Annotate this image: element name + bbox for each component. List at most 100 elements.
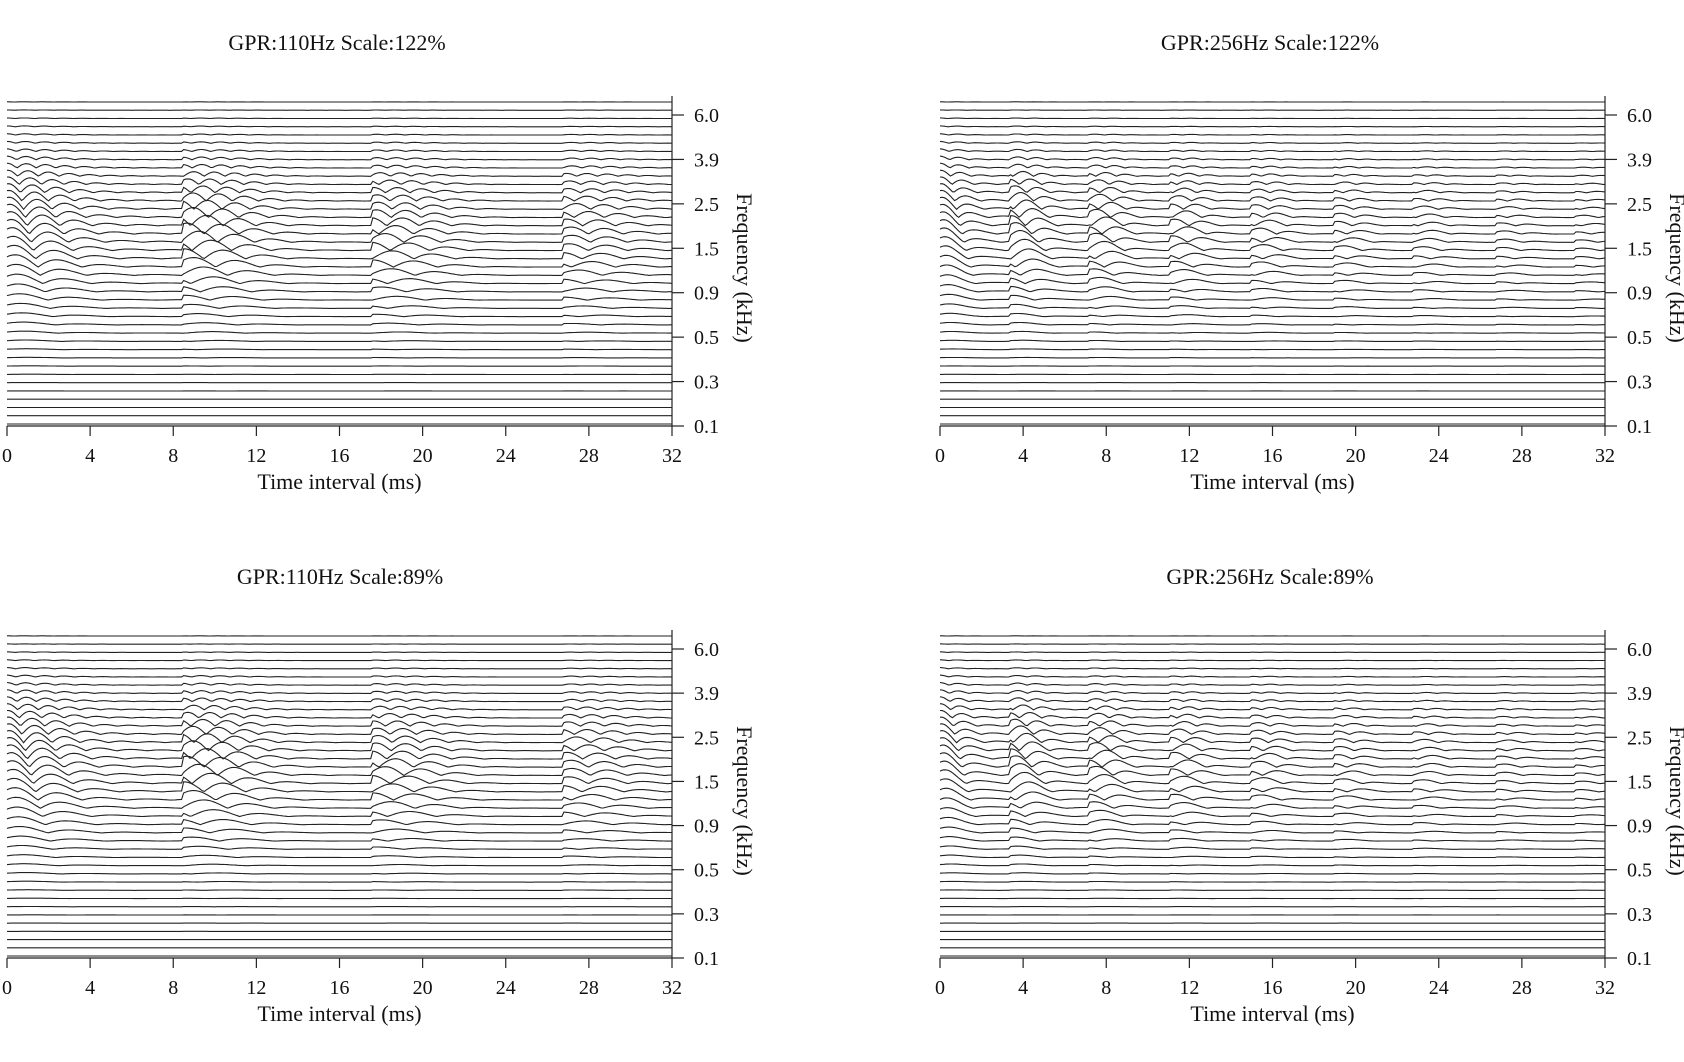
x-tick-label: 32 <box>662 977 682 999</box>
x-tick-label: 0 <box>2 445 12 467</box>
y-tick-label: 0.9 <box>1627 283 1652 305</box>
trace-line <box>939 730 1606 744</box>
trace-line <box>6 321 672 326</box>
y-tick-label: 0.9 <box>694 283 719 305</box>
trace-line <box>6 659 672 662</box>
trace-line <box>6 730 673 744</box>
trace-line <box>939 155 1606 161</box>
trace-line <box>6 880 672 883</box>
trace-line <box>6 283 672 293</box>
y-tick-label: 0.5 <box>694 327 719 349</box>
y-axis-title: Frequency (kHz) <box>1665 726 1684 876</box>
y-tick-label: 0.3 <box>1627 904 1652 926</box>
trace-line <box>6 117 672 120</box>
x-tick-label: 4 <box>85 445 95 467</box>
trace-line <box>939 356 1605 359</box>
trace-line <box>6 211 673 227</box>
y-tick-label: 0.3 <box>1627 372 1652 394</box>
trace-line <box>939 787 1606 801</box>
trace-line <box>939 681 1605 686</box>
trace-line <box>939 203 1606 219</box>
y-tick-label: 1.5 <box>694 771 719 793</box>
trace-line <box>939 836 1606 842</box>
y-axis-title: Frequency (kHz) <box>1665 193 1684 343</box>
trace-line <box>6 835 672 842</box>
trace-line <box>939 211 1606 227</box>
y-tick-label: 2.5 <box>1627 194 1652 216</box>
trace-line <box>939 797 1606 809</box>
x-axis-title: Time interval (ms) <box>257 1001 421 1026</box>
x-tick-label: 0 <box>935 445 945 467</box>
y-tick-label: 0.9 <box>694 816 719 838</box>
trace-line <box>939 689 1606 694</box>
trace-line <box>939 807 1606 818</box>
chart-title: GPR:110Hz Scale:89% <box>237 564 443 589</box>
x-tick-label: 4 <box>85 977 95 999</box>
x-tick-label: 24 <box>1429 977 1449 999</box>
x-tick-label: 24 <box>1429 445 1449 467</box>
y-tick-label: 6.0 <box>1627 639 1652 661</box>
y-tick-label: 0.1 <box>1627 416 1652 438</box>
x-tick-label: 16 <box>330 445 350 467</box>
x-tick-label: 8 <box>1101 977 1111 999</box>
x-tick-label: 32 <box>1595 445 1615 467</box>
y-tick-label: 3.9 <box>1627 683 1652 705</box>
trace-line <box>6 696 673 703</box>
y-tick-label: 6.0 <box>694 639 719 661</box>
trace-line <box>6 689 672 695</box>
y-tick-label: 0.5 <box>1627 327 1652 349</box>
trace-line <box>6 651 672 653</box>
trace-line <box>939 219 1605 235</box>
trace-line <box>6 125 672 128</box>
x-tick-label: 28 <box>579 977 599 999</box>
x-tick-label: 0 <box>935 977 945 999</box>
y-tick-label: 3.9 <box>1627 149 1652 171</box>
trace-line <box>939 125 1606 128</box>
y-tick-label: 0.5 <box>694 860 719 882</box>
trace-line <box>6 244 673 260</box>
y-tick-label: 0.1 <box>1627 948 1652 970</box>
trace-line <box>939 169 1606 177</box>
trace-line <box>6 155 672 161</box>
trace-line <box>939 744 1606 760</box>
x-tick-label: 8 <box>1101 445 1111 467</box>
x-tick-label: 4 <box>1018 445 1028 467</box>
x-tick-label: 12 <box>246 445 266 467</box>
trace-line <box>939 723 1606 736</box>
x-tick-label: 16 <box>1263 977 1283 999</box>
chart-panel-4: GPR:256Hz Scale:89% 0 4 8 12 16 20 24 28 32 6.0 3.9… <box>935 564 1684 1026</box>
trace-line <box>939 236 1606 252</box>
y-tick-label: 2.5 <box>694 194 719 216</box>
trace-line <box>6 703 672 711</box>
trace-line <box>939 339 1605 342</box>
y-tick-label: 6.0 <box>694 105 719 127</box>
trace-line <box>6 777 673 793</box>
trace-line <box>6 254 672 268</box>
x-tick-label: 28 <box>1512 445 1532 467</box>
trace-line <box>939 651 1606 653</box>
trace-line <box>939 752 1605 768</box>
trace-line <box>6 863 673 867</box>
trace-line <box>940 716 1606 727</box>
trace-line <box>6 176 672 186</box>
x-tick-label: 28 <box>1512 977 1532 999</box>
trace-line <box>6 744 673 760</box>
x-tick-label: 16 <box>1263 445 1283 467</box>
trace-line <box>6 752 672 768</box>
trace-line <box>939 189 1606 202</box>
trace-line <box>939 880 1605 883</box>
trace-line <box>6 816 673 826</box>
trace-line <box>939 148 1605 153</box>
trace-line <box>939 321 1605 326</box>
x-tick-label: 28 <box>579 445 599 467</box>
trace-line <box>939 293 1606 301</box>
x-tick-label: 4 <box>1018 977 1028 999</box>
trace-line <box>6 674 672 678</box>
x-tick-label: 0 <box>2 977 12 999</box>
trace-line <box>6 681 672 686</box>
trace-line <box>6 854 673 859</box>
trace-line <box>6 302 672 309</box>
trace-line <box>939 696 1606 703</box>
trace-line <box>939 245 1606 260</box>
